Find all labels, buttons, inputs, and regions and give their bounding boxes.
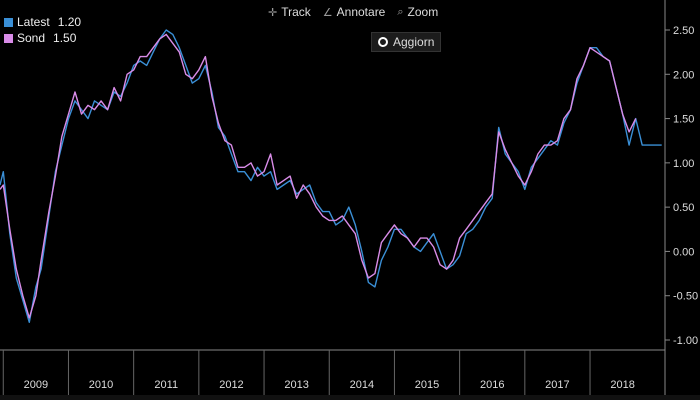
x-tick-label: 2016 xyxy=(480,379,504,391)
x-tick-label: 2017 xyxy=(545,379,569,391)
legend-value-latest: 1.20 xyxy=(57,15,82,29)
x-tick-label: 2018 xyxy=(610,379,634,391)
track-label: Track xyxy=(281,5,311,19)
refresh-icon xyxy=(378,37,388,47)
y-tick-label: -0.50 xyxy=(673,291,698,303)
legend-item-latest[interactable]: Latest 1.20 xyxy=(4,14,81,30)
pencil-icon: ∠ xyxy=(322,6,333,19)
zoom-icon: ⌕ xyxy=(397,5,404,18)
legend: Latest 1.20 Sond 1.50 xyxy=(4,14,81,46)
legend-value-sond: 1.50 xyxy=(53,31,77,45)
legend-swatch-latest xyxy=(4,17,13,27)
legend-swatch-sond xyxy=(4,33,13,43)
series-line-sond xyxy=(0,33,637,319)
y-tick-label: 1.50 xyxy=(673,114,694,126)
annotate-button[interactable]: ∠ Annotare xyxy=(323,5,386,19)
x-tick-label: 2011 xyxy=(154,379,178,391)
track-button[interactable]: ✛ Track xyxy=(268,5,311,19)
crosshair-icon: ✛ xyxy=(268,6,278,19)
y-tick-label: 0.50 xyxy=(673,202,694,214)
series-line-latest xyxy=(0,29,662,323)
legend-item-sond[interactable]: Sond 1.50 xyxy=(4,30,81,46)
chart-toolbar: ✛ Track ∠ Annotare ⌕ Zoom xyxy=(268,5,438,19)
x-tick-label: 2012 xyxy=(219,379,243,391)
bottom-bar xyxy=(0,395,700,400)
y-tick-label: 1.00 xyxy=(673,158,694,170)
x-tick-label: 2013 xyxy=(284,379,308,391)
x-tick-label: 2009 xyxy=(24,379,48,391)
x-tick-label: 2014 xyxy=(350,379,374,391)
y-tick-label: -1.00 xyxy=(673,335,698,347)
y-tick-label: 2.00 xyxy=(673,69,694,81)
refresh-button[interactable]: Aggiorn xyxy=(371,32,442,52)
zoom-label: Zoom xyxy=(407,5,439,19)
y-tick-label: 2.50 xyxy=(673,25,694,37)
zoom-button[interactable]: ⌕ Zoom xyxy=(397,5,438,19)
legend-label-sond: Sond xyxy=(17,31,46,45)
y-tick-label: 0.00 xyxy=(673,246,694,258)
x-tick-label: 2010 xyxy=(89,379,113,391)
legend-label-latest: Latest xyxy=(17,15,50,29)
x-tick-label: 2015 xyxy=(415,379,439,391)
refresh-label: Aggiorn xyxy=(393,35,435,49)
annotate-label: Annotare xyxy=(336,5,386,19)
